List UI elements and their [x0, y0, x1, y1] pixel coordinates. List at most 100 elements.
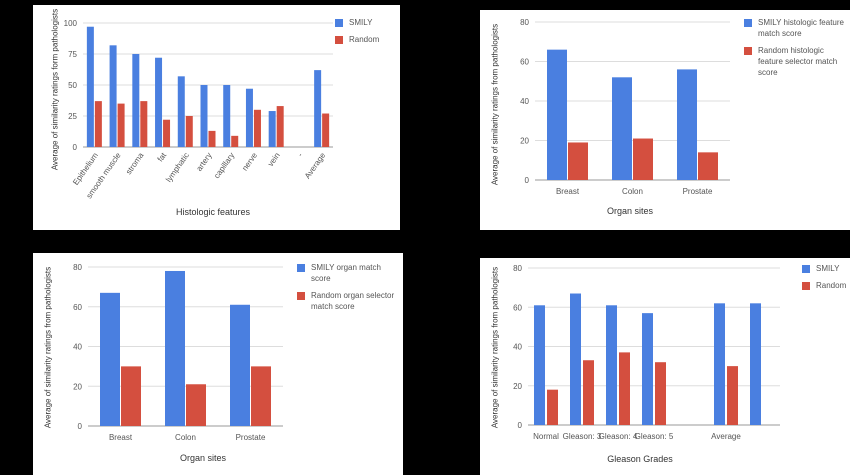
chart-panel-organ-histologic-match: 0 20 40 60 80 Breast Colon Prostate Average of … — [480, 10, 850, 230]
legend-label: SMILY histologic feature match score — [758, 18, 844, 38]
bar-random — [121, 366, 141, 426]
y-axis-title: Average of similarity ratings from patho… — [490, 266, 500, 429]
bar-smily — [223, 85, 231, 147]
chart-panel-histologic-features: 0 25 50 75 100 Epithelium smooth muscle stroma f… — [33, 5, 400, 230]
legend-swatch-random — [335, 36, 343, 44]
legend-label: SMILY organ match score — [311, 263, 381, 283]
x-tick-label: Average — [303, 151, 328, 181]
y-tick-label: 80 — [513, 264, 522, 273]
legend-label: Random — [816, 281, 847, 290]
bar-random — [633, 138, 653, 180]
bar-smily — [200, 85, 208, 147]
bar-smily — [100, 292, 120, 426]
x-tick-label: Prostate — [236, 433, 266, 442]
bar-smily — [268, 111, 276, 147]
chart-organ-histologic-match: 0 20 40 60 80 Breast Colon Prostate — [520, 18, 730, 196]
bar-random — [140, 101, 148, 147]
y-axis-title: Average of similarity ratings from patho… — [43, 266, 53, 429]
y-tick-label: 50 — [68, 81, 77, 90]
chart-legend: SMILY Random — [802, 263, 848, 297]
bar-smily — [534, 305, 545, 425]
bar-smily — [547, 49, 567, 181]
y-tick-label: 20 — [513, 382, 522, 391]
y-tick-label: 40 — [73, 343, 82, 352]
bar-random — [547, 389, 558, 425]
x-axis-title: Gleason Grades — [607, 454, 673, 464]
x-tick-label: Gleason: 4 — [599, 432, 638, 441]
y-tick-label: 25 — [68, 112, 77, 121]
bar-random — [583, 360, 594, 425]
x-tick-label: Breast — [109, 433, 133, 442]
bar-smily — [314, 70, 322, 147]
legend-label: Random organ selector match score — [311, 291, 395, 311]
legend-item-random: Random histologic feature selector match… — [744, 45, 848, 78]
y-tick-label: 60 — [513, 303, 522, 312]
y-tick-label: 0 — [78, 422, 83, 431]
legend-swatch-smily — [335, 19, 343, 27]
chart-legend: SMILY organ match score Random organ sel… — [297, 262, 401, 318]
legend-label: SMILY — [816, 264, 840, 273]
bar-random — [655, 362, 666, 425]
x-tick-label: Breast — [556, 187, 580, 196]
y-tick-label: 0 — [73, 143, 78, 152]
bar-smily — [245, 88, 253, 147]
y-tick-label: 75 — [68, 50, 77, 59]
bar-smily — [642, 313, 653, 425]
legend-item-smily: SMILY — [802, 263, 848, 274]
legend-item-smily: SMILY histologic feature match score — [744, 17, 848, 39]
y-tick-label: 100 — [64, 19, 78, 28]
y-tick-label: 40 — [520, 97, 529, 106]
bar-random — [619, 352, 630, 425]
x-axis-title: Organ sites — [606, 206, 654, 216]
y-tick-label: 80 — [73, 263, 82, 272]
legend-item-smily: SMILY — [335, 17, 397, 28]
bar-smily — [612, 77, 632, 180]
x-tick-label: Colon — [622, 187, 643, 196]
bar-random — [568, 142, 588, 180]
bar-random — [94, 101, 102, 147]
x-tick-label: lymphatic — [164, 151, 191, 184]
chart-organ-match: 0 20 40 60 80 Breast Colon Prostate — [73, 263, 283, 442]
x-tick-label: Colon — [175, 433, 196, 442]
y-tick-label: 40 — [513, 343, 522, 352]
x-tick-label: artery — [195, 151, 214, 173]
bar-random — [698, 152, 718, 180]
legend-swatch-random — [297, 292, 305, 300]
y-tick-label: 20 — [73, 382, 82, 391]
legend-swatch-smily — [802, 265, 810, 273]
bar-smily — [155, 57, 163, 147]
x-tick-label: capillary — [212, 151, 236, 180]
bar-random — [251, 366, 271, 426]
y-tick-label: 20 — [520, 137, 529, 146]
bar-random — [276, 106, 284, 147]
chart-legend: SMILY histologic feature match score Ran… — [744, 17, 848, 84]
y-axis-title: Average of similarity ratings from patho… — [490, 23, 500, 186]
y-tick-label: 0 — [518, 421, 523, 430]
bar-random — [231, 135, 239, 147]
legend-label: Random — [349, 35, 380, 44]
bar-random — [208, 130, 216, 147]
x-tick-label: Average — [711, 432, 741, 441]
legend-swatch-random — [802, 282, 810, 290]
bar-smily — [750, 303, 761, 425]
x-axis-title: Organ sites — [179, 453, 227, 463]
x-tick-label: vein — [266, 151, 282, 168]
bar-random — [253, 109, 261, 147]
bar-random — [727, 366, 738, 425]
chart-legend: SMILY Random — [335, 17, 397, 51]
legend-label: SMILY — [349, 18, 373, 27]
legend-item-random: Random — [802, 280, 848, 291]
bar-smily — [570, 293, 581, 425]
bar-random — [186, 384, 206, 426]
legend-swatch-smily — [297, 264, 305, 272]
y-axis-title: Average of similarity ratings form patho… — [50, 8, 60, 171]
x-axis-title: Histologic features — [175, 207, 251, 217]
bar-smily — [109, 45, 117, 147]
x-tick-label: Gleason: 5 — [635, 432, 674, 441]
legend-swatch-random — [744, 47, 752, 55]
x-tick-label: nerve — [240, 151, 259, 173]
y-tick-label: 80 — [520, 18, 529, 27]
bar-smily — [677, 69, 697, 180]
chart-panel-gleason-grades: 0 20 40 60 80 Normal Gleason: 3 Gleason: 4 Gleas… — [480, 258, 850, 475]
y-tick-label: 60 — [73, 303, 82, 312]
